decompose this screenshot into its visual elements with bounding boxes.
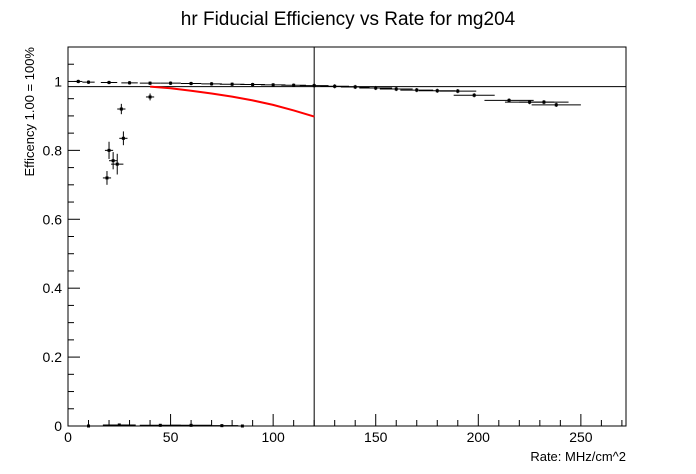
point-marker [435,89,439,93]
data-point [232,424,253,428]
point-marker [507,98,511,102]
y-tick-label: 1 [54,73,62,89]
data-point [379,86,413,92]
data-point [102,171,112,185]
data-point [111,153,124,175]
chart-title: hr Fiducial Efficiency vs Rate for mg204 [181,9,516,30]
data-point [201,82,222,86]
point-marker [117,423,121,427]
point-marker [271,83,275,87]
y-tick-label: 0.2 [43,349,63,365]
data-point [531,102,581,107]
point-marker [148,81,152,85]
point-marker [107,80,111,84]
data-point [104,141,114,159]
point-marker [554,103,558,107]
x-tick-label: 0 [64,429,72,445]
point-marker [158,423,162,427]
point-marker [220,424,224,428]
point-marker [542,100,546,104]
point-marker [76,79,80,83]
x-tick-label: 150 [364,429,388,445]
point-marker [189,423,193,427]
y-tick-label: 0 [54,418,62,434]
point-marker [333,84,337,88]
data-point [160,81,181,85]
data-point [145,93,155,101]
point-marker [87,424,91,428]
data-point [299,83,329,88]
point-marker [189,82,193,86]
plot-frame [67,46,627,427]
data-point [102,423,136,427]
point-marker [394,87,398,91]
point-marker [210,82,214,86]
data-point [180,81,202,86]
point-marker [312,84,316,88]
y-tick-label: 0.8 [43,142,63,158]
data-point [121,81,138,85]
data-point [117,103,126,115]
point-marker [128,81,132,85]
data-point [400,88,434,93]
point-marker [107,148,111,152]
fit-curve [150,85,315,118]
point-marker [119,107,123,111]
data-point [119,131,128,146]
x-tick-label: 200 [467,429,491,445]
x-tick-label: 250 [569,429,593,445]
point-marker [111,159,115,163]
data-point [74,79,83,84]
data-point [519,100,569,105]
point-marker [415,88,419,92]
point-marker [169,81,173,85]
point-marker [115,162,119,166]
y-tick-label: 0.4 [43,280,63,296]
data-point [359,85,393,91]
data-point [170,423,212,427]
point-marker [240,424,244,428]
point-marker [374,86,378,90]
point-marker [148,95,152,99]
y-axis-label: Efficency 1.00 = 100% [22,47,37,177]
data-point [453,93,495,98]
data-point [82,80,95,84]
point-marker [472,93,476,97]
point-marker [292,83,296,87]
x-axis-label: Rate: MHz/cm^2 [530,449,626,464]
data-point [109,152,118,170]
point-marker [87,80,91,84]
data-point [320,84,350,89]
point-marker [353,85,357,89]
data-point [139,81,161,85]
y-tick-label: 0.6 [43,211,63,227]
point-marker [105,176,109,180]
point-marker [251,83,255,87]
point-marker [456,89,460,93]
x-tick-label: 100 [261,429,285,445]
data-point [340,84,370,90]
data-point [100,80,118,85]
point-marker [121,136,125,140]
point-marker [230,82,234,86]
data-point [439,89,477,94]
data-point [78,424,99,428]
x-tick-label: 50 [163,429,179,445]
